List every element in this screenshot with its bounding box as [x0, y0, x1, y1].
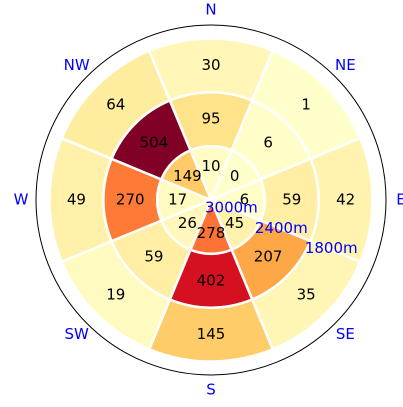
cell-label: 49 [67, 191, 86, 209]
cell-label: 402 [197, 271, 226, 289]
cell-label: 270 [116, 191, 145, 209]
cell-label: 59 [282, 191, 301, 209]
cell-label: 35 [297, 286, 316, 304]
cell-label: 6 [263, 133, 273, 151]
cell-label: 0 [230, 167, 240, 185]
cell-label: 30 [201, 56, 220, 74]
cell-label: 1 [301, 95, 311, 113]
cell-label: 45 [225, 214, 244, 232]
direction-label: SE [336, 325, 355, 343]
cell-label: 6 [240, 191, 250, 209]
r-tick-label: 1800m [305, 239, 358, 257]
direction-label: NW [64, 56, 90, 74]
cell-label: 64 [106, 95, 125, 113]
cell-label: 278 [197, 224, 226, 242]
r-tick-label: 3000m [205, 199, 258, 217]
cell-label: 19 [106, 286, 125, 304]
direction-label: E [396, 191, 403, 209]
cell-label: 95 [201, 110, 220, 128]
cell-label: 145 [197, 325, 226, 343]
axis-boundary [35, 24, 387, 376]
direction-label: SW [64, 325, 89, 343]
cell-label: 59 [144, 248, 163, 266]
direction-label: S [206, 381, 216, 399]
cell-label: 149 [173, 167, 202, 185]
cell [60, 49, 172, 161]
cell-label: 207 [254, 248, 283, 266]
direction-label: NE [335, 56, 356, 74]
cell-label: 17 [168, 191, 187, 209]
direction-label: W [14, 191, 29, 209]
cell-label: 42 [336, 191, 355, 209]
cell-label: 26 [178, 214, 197, 232]
cell-label: 10 [201, 157, 220, 175]
direction-label: N [205, 1, 216, 19]
r-tick-label: 2400m [255, 219, 308, 237]
cell-label: 504 [140, 133, 169, 151]
